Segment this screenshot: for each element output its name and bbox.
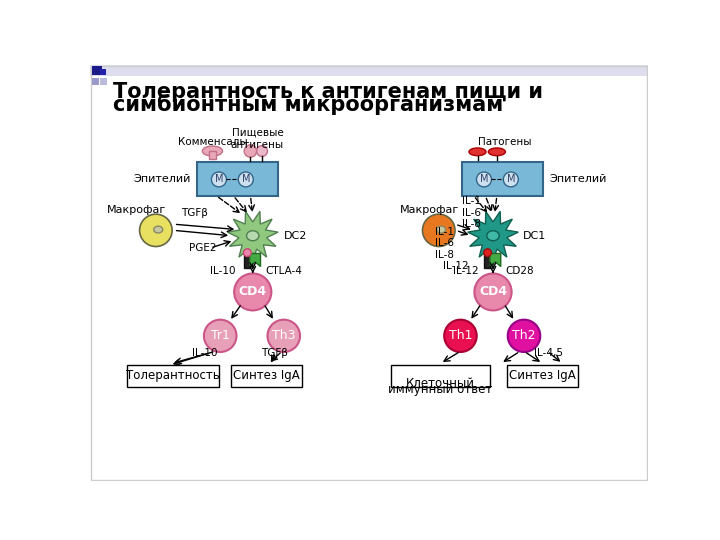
Text: иммунный ответ: иммунный ответ xyxy=(388,383,492,396)
Text: M: M xyxy=(241,174,250,185)
Text: Синтез IgA: Синтез IgA xyxy=(233,369,300,382)
Circle shape xyxy=(256,146,267,157)
Ellipse shape xyxy=(246,231,259,241)
Ellipse shape xyxy=(436,226,446,233)
Ellipse shape xyxy=(154,226,163,233)
Text: Толерантность: Толерантность xyxy=(126,369,220,382)
Text: IL-10: IL-10 xyxy=(192,348,217,358)
Circle shape xyxy=(484,249,492,256)
Text: Клеточный: Клеточный xyxy=(406,377,474,390)
Text: CTLA-4: CTLA-4 xyxy=(265,266,302,276)
Circle shape xyxy=(503,172,518,187)
Circle shape xyxy=(477,172,492,187)
Ellipse shape xyxy=(469,148,486,156)
Text: TGFβ: TGFβ xyxy=(181,208,208,218)
Circle shape xyxy=(140,214,172,247)
Text: IL-10: IL-10 xyxy=(210,266,235,276)
Circle shape xyxy=(508,320,540,352)
Circle shape xyxy=(243,249,251,256)
Text: IL-1
IL-6
IL-8: IL-1 IL-6 IL-8 xyxy=(462,196,481,229)
Text: IL-4,5: IL-4,5 xyxy=(534,348,563,358)
Text: Th2: Th2 xyxy=(512,329,536,342)
Circle shape xyxy=(444,320,477,352)
Text: Th3: Th3 xyxy=(272,329,295,342)
Text: IL-12: IL-12 xyxy=(443,261,469,271)
Text: TGFβ: TGFβ xyxy=(261,348,288,358)
Text: Th1: Th1 xyxy=(449,329,472,342)
Circle shape xyxy=(244,145,256,157)
Polygon shape xyxy=(490,253,500,267)
Bar xyxy=(92,65,102,75)
Text: Патогены: Патогены xyxy=(478,137,531,147)
Circle shape xyxy=(238,172,253,187)
Bar xyxy=(92,78,99,85)
Text: IL-1
IL-6
IL-8: IL-1 IL-6 IL-8 xyxy=(435,227,454,260)
Circle shape xyxy=(234,273,271,310)
Text: Эпителий: Эпителий xyxy=(549,174,607,184)
Circle shape xyxy=(474,273,512,310)
Ellipse shape xyxy=(487,231,499,241)
Text: Комменсалы: Комменсалы xyxy=(178,137,247,147)
Text: M: M xyxy=(480,174,488,185)
Polygon shape xyxy=(468,211,518,261)
Bar xyxy=(244,253,250,268)
Polygon shape xyxy=(228,211,278,261)
Text: симбионтным микроорганизмам: симбионтным микроорганизмам xyxy=(113,93,503,114)
Circle shape xyxy=(423,214,455,247)
Bar xyxy=(100,70,106,75)
Circle shape xyxy=(267,320,300,352)
Text: IL-12: IL-12 xyxy=(454,266,479,276)
Bar xyxy=(210,151,215,159)
Text: M: M xyxy=(507,174,515,185)
Bar xyxy=(462,162,544,195)
Text: Tr1: Tr1 xyxy=(211,329,230,342)
Bar xyxy=(391,365,490,387)
Circle shape xyxy=(204,320,236,352)
Text: M: M xyxy=(215,174,223,185)
Text: Макрофаг: Макрофаг xyxy=(107,205,166,214)
Text: Синтез IgA: Синтез IgA xyxy=(509,369,576,382)
Text: DC1: DC1 xyxy=(523,231,546,241)
Bar xyxy=(90,65,648,76)
Ellipse shape xyxy=(202,146,222,156)
Text: CD4: CD4 xyxy=(239,286,267,299)
Bar xyxy=(100,78,107,85)
Bar xyxy=(197,162,279,195)
Text: DC2: DC2 xyxy=(284,231,307,241)
Text: Толерантность к антигенам пищи и: Толерантность к антигенам пищи и xyxy=(113,82,544,102)
Polygon shape xyxy=(250,253,261,267)
Bar xyxy=(507,365,578,387)
Bar xyxy=(127,365,219,387)
Circle shape xyxy=(212,172,226,187)
Text: CD4: CD4 xyxy=(479,286,507,299)
Text: Эпителий: Эпителий xyxy=(133,174,191,184)
Text: PGE2: PGE2 xyxy=(189,243,216,253)
Bar xyxy=(231,365,302,387)
Bar xyxy=(485,253,490,268)
Text: CD28: CD28 xyxy=(505,266,534,276)
Text: Пищевые
антигены: Пищевые антигены xyxy=(231,128,284,150)
Ellipse shape xyxy=(488,148,505,156)
Text: Макрофаг: Макрофаг xyxy=(400,205,459,214)
